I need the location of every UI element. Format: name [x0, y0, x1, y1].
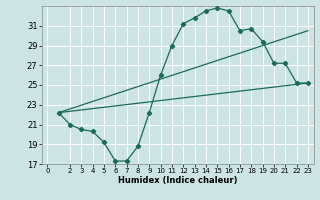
X-axis label: Humidex (Indice chaleur): Humidex (Indice chaleur) [118, 176, 237, 185]
